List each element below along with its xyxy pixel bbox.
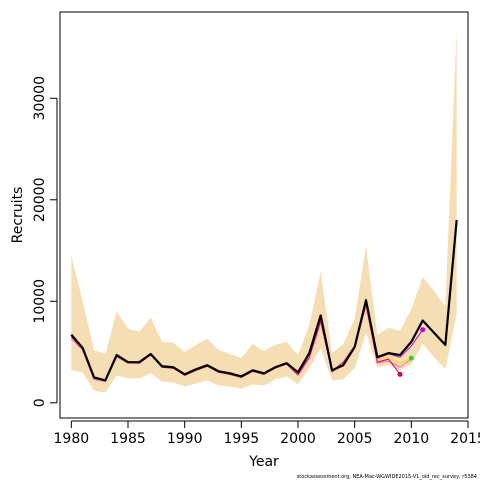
main-recruits-line <box>70 219 458 382</box>
source-footnote: stockassessment.org, NEA-Mac-WGWIDE2015-… <box>297 474 477 480</box>
series-layer <box>70 219 458 382</box>
end-points-layer <box>397 327 426 377</box>
plot-frame <box>59 11 469 419</box>
x-tick-label: 1995 <box>224 431 260 447</box>
y-axis-title: Recruits <box>10 187 26 244</box>
y-axis: 0 10000 20000 30000 <box>32 76 58 407</box>
x-axis-title: Year <box>248 454 279 470</box>
x-axis: 1980 1985 1990 1995 2000 2005 2010 2015 <box>54 420 480 447</box>
y-tick-label: 30000 <box>32 76 48 121</box>
x-tick-label: 1990 <box>167 431 203 447</box>
x-tick-label: 1980 <box>54 431 90 447</box>
y-tick-label: 10000 <box>32 279 48 324</box>
x-tick-label: 2010 <box>394 431 430 447</box>
x-tick-label: 2005 <box>337 431 373 447</box>
retro-end-point-1 <box>397 371 403 377</box>
x-tick-label: 2000 <box>280 431 316 447</box>
retro-end-point-2 <box>408 355 414 361</box>
confidence-band <box>71 28 457 393</box>
y-tick-label: 0 <box>32 398 48 407</box>
x-tick-label: 1985 <box>110 431 146 447</box>
confidence-band-layer <box>71 28 457 393</box>
y-tick-label: 20000 <box>32 178 48 223</box>
x-tick-label: 2015 <box>450 431 480 447</box>
retro-end-point-3 <box>420 327 426 333</box>
